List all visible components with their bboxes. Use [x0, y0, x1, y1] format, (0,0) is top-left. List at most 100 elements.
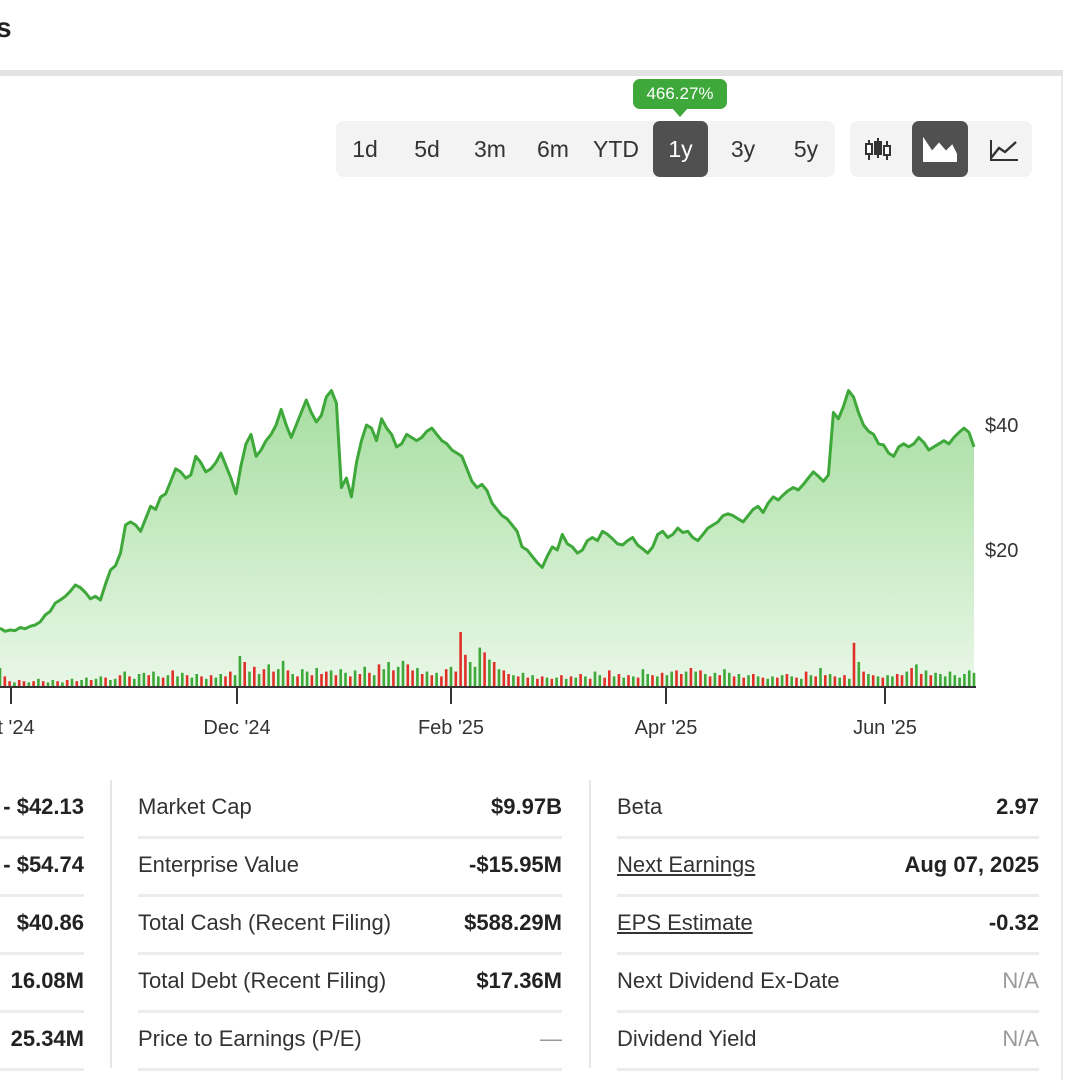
price-area-fill	[0, 390, 974, 686]
volume-bar	[0, 668, 2, 686]
stat-value: $17.36M	[476, 968, 562, 993]
volume-bar	[483, 652, 486, 686]
volume-bar	[564, 678, 568, 686]
range-3m-button[interactable]: 3m	[474, 135, 506, 162]
eps-estimate-link[interactable]: EPS Estimate	[617, 910, 753, 935]
volume-bar	[253, 666, 256, 686]
volume-bar	[579, 674, 582, 686]
mountain-chart-button[interactable]	[912, 121, 968, 177]
volume-bar	[387, 662, 390, 686]
volume-bar	[459, 632, 462, 686]
volume-bar	[819, 668, 822, 686]
volume-bar	[17, 680, 21, 686]
range-6m-button[interactable]: 6m	[537, 135, 569, 162]
volume-bar	[641, 669, 645, 686]
stat-value: N/A	[1002, 968, 1039, 993]
candlestick-chart-button[interactable]	[850, 121, 906, 177]
range-1d-button[interactable]: 1d	[352, 135, 378, 162]
stat-value: $588.29M	[464, 910, 562, 935]
volume-bars	[0, 632, 976, 686]
mountain-chart-icon	[923, 136, 957, 162]
volume-bar	[507, 674, 510, 686]
volume-bar	[915, 664, 918, 686]
volume-bar	[742, 677, 745, 686]
stat-value: 25.34M	[10, 1026, 84, 1051]
volume-bar	[296, 676, 299, 686]
volume-bar	[723, 669, 726, 686]
volume-bar	[349, 676, 352, 686]
column-divider	[589, 780, 591, 1068]
volume-bar	[843, 675, 846, 686]
volume-bar	[157, 676, 160, 686]
volume-bar	[200, 676, 203, 686]
volume-bar	[334, 675, 338, 686]
stat-row-pe-ratio: Price to Earnings (P/E) —	[138, 1010, 562, 1071]
volume-bar	[85, 677, 88, 686]
range-5y-button[interactable]: 5y	[793, 135, 819, 162]
stat-row: $40.86	[0, 894, 84, 955]
volume-bar	[161, 677, 165, 686]
volume-bar	[963, 674, 966, 686]
range-5d-button[interactable]: 5d	[414, 135, 440, 162]
volume-bar	[732, 676, 736, 686]
x-tick-label: Jun '25	[853, 717, 917, 739]
volume-bar	[286, 670, 290, 686]
volume-bar	[694, 671, 697, 686]
range-ytd-button[interactable]: YTD	[593, 135, 639, 162]
next-earnings-link[interactable]: Next Earnings	[617, 852, 756, 877]
volume-bar	[80, 680, 83, 686]
volume-bar	[488, 659, 491, 686]
volume-bar	[972, 672, 976, 686]
volume-bar	[900, 675, 904, 686]
stat-row-next-earnings: Next Earnings Aug 07, 2025	[617, 836, 1039, 897]
volume-bar	[838, 677, 841, 686]
stat-label: Total Debt (Recent Filing)	[138, 968, 387, 993]
volume-bar	[660, 672, 664, 686]
volume-bar	[651, 675, 654, 686]
volume-bar	[123, 671, 126, 686]
volume-bar	[147, 675, 150, 686]
volume-bar	[756, 676, 760, 686]
volume-bar	[804, 671, 808, 686]
stat-value: Aug 07, 2025	[904, 852, 1039, 877]
x-axis-ticks: ct '24 Dec '24 Feb '25 Apr '25 Jun '25	[0, 687, 917, 739]
volume-bar	[512, 675, 515, 686]
volume-bar	[516, 676, 520, 686]
volume-bar	[680, 674, 683, 686]
stat-value: —	[540, 1026, 562, 1051]
volume-bar	[761, 677, 765, 686]
volume-bar	[305, 671, 309, 686]
volume-bar	[943, 676, 947, 686]
volume-bar	[895, 674, 899, 686]
volume-bar	[540, 676, 544, 686]
stat-row-enterprise-value: Enterprise Value -$15.95M	[138, 836, 562, 897]
range-1y-button[interactable]: 1y	[653, 121, 708, 177]
volume-bar	[584, 676, 587, 686]
range-3y-button[interactable]: 3y	[730, 135, 756, 162]
volume-bar	[574, 677, 578, 686]
volume-bar	[627, 675, 630, 686]
volume-bar	[536, 678, 539, 686]
volume-bar	[406, 664, 410, 686]
stat-label: Market Cap	[138, 794, 252, 819]
volume-bar	[181, 672, 184, 686]
volume-bar	[94, 678, 98, 686]
volume-bar	[320, 674, 323, 686]
stat-label: Enterprise Value	[138, 852, 300, 877]
x-tick-label: Feb '25	[418, 717, 484, 739]
price-chart: ct '24 Dec '24 Feb '25 Apr '25 Jun '25 $40 $2…	[0, 389, 1018, 739]
volume-bar	[396, 666, 400, 686]
volume-bar	[919, 674, 923, 686]
volume-bar	[665, 675, 669, 686]
stat-value: N/A	[1002, 1026, 1039, 1051]
volume-bar	[828, 674, 832, 686]
volume-bar	[142, 672, 146, 686]
stat-value: 16.08M	[10, 968, 84, 993]
volume-bar	[233, 675, 237, 686]
line-chart-button[interactable]	[976, 121, 1032, 177]
chart-panel	[0, 76, 1063, 1080]
volume-bar	[881, 677, 885, 686]
volume-bar	[824, 675, 827, 686]
volume-bar	[473, 666, 477, 686]
volume-bar	[104, 677, 107, 686]
